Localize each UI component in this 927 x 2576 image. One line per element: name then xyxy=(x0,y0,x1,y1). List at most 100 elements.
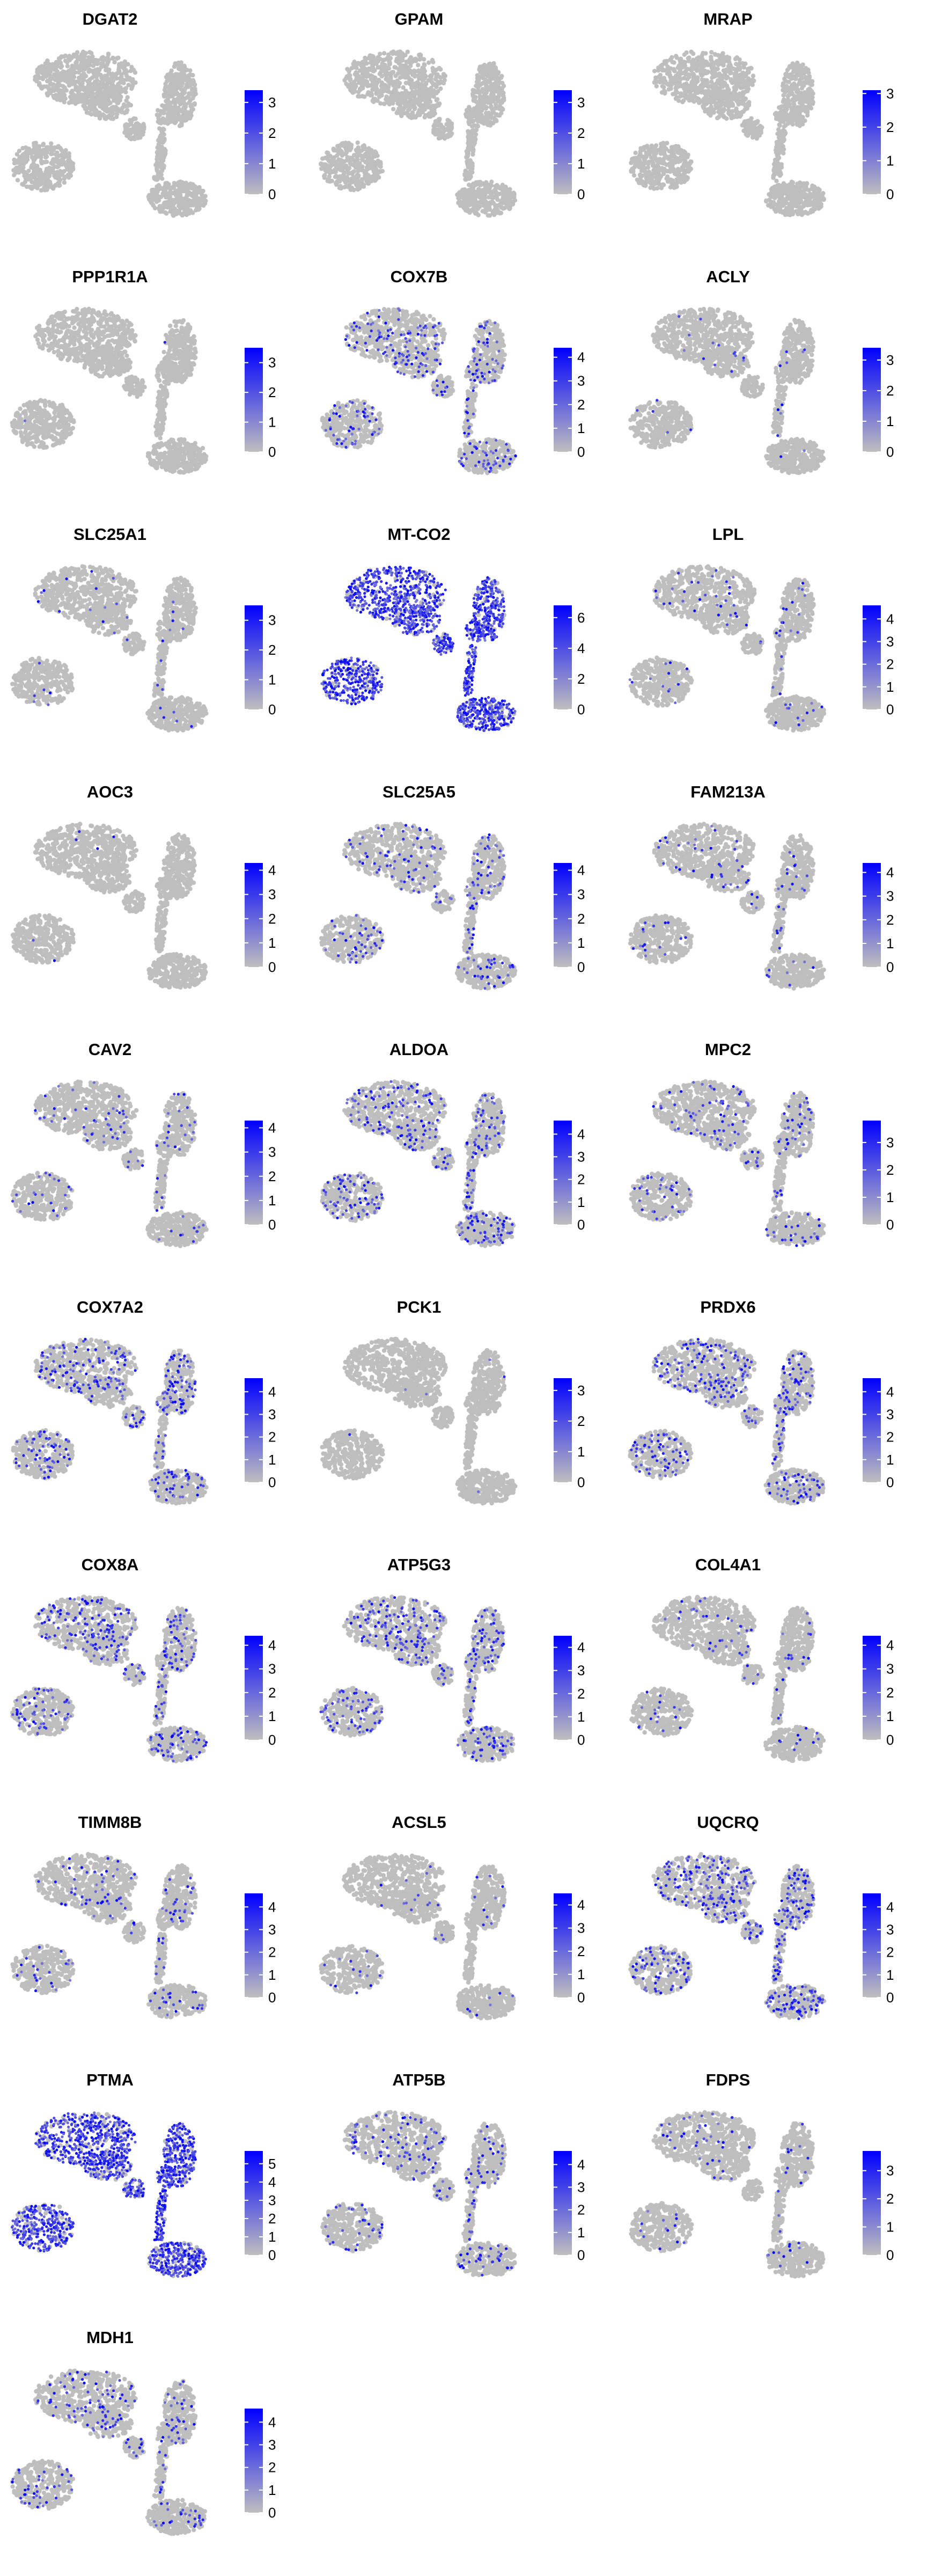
cell-point xyxy=(353,61,358,66)
cell-point xyxy=(802,90,807,95)
cell-point xyxy=(35,151,40,157)
cell-point xyxy=(803,75,808,80)
cell-point xyxy=(170,202,174,208)
cell-point xyxy=(360,157,365,163)
cell-point xyxy=(740,72,745,77)
cell-point xyxy=(375,98,380,103)
cell-point xyxy=(709,96,714,100)
cell-point xyxy=(403,90,408,95)
cell-point xyxy=(12,160,17,166)
cell-point xyxy=(726,94,731,99)
cell-point xyxy=(806,104,811,109)
cell-point xyxy=(38,84,43,89)
cell-point xyxy=(793,74,799,79)
cell-point xyxy=(786,79,791,84)
cell-point xyxy=(488,105,494,110)
cell-point xyxy=(501,206,506,211)
cell-point xyxy=(391,49,396,54)
cell-point xyxy=(51,73,56,78)
cell-point xyxy=(378,52,382,56)
cell-point xyxy=(337,143,343,148)
cell-point xyxy=(424,82,429,86)
cell-point xyxy=(197,201,202,206)
cell-point xyxy=(741,128,746,133)
cell-point xyxy=(636,164,642,169)
cell-point xyxy=(475,203,480,208)
cell-point xyxy=(160,176,165,181)
cell-point xyxy=(185,95,189,100)
cell-point xyxy=(464,108,469,113)
cell-point xyxy=(482,192,487,197)
cell-point xyxy=(45,93,50,98)
cell-point xyxy=(475,90,481,94)
cell-point xyxy=(136,134,141,138)
cell-point xyxy=(95,61,100,67)
cell-point xyxy=(188,114,193,119)
cell-point xyxy=(75,65,80,70)
cell-point xyxy=(467,197,472,202)
cell-point xyxy=(652,69,657,74)
cell-point xyxy=(167,116,172,121)
cell-point xyxy=(807,86,812,91)
cell-point xyxy=(507,206,512,211)
colorbar-tick-label: 3 xyxy=(577,94,585,111)
cell-point xyxy=(116,91,121,96)
cell-point xyxy=(49,151,55,156)
colorbar xyxy=(245,90,263,194)
cell-point xyxy=(331,158,336,164)
cell-point xyxy=(156,173,160,178)
cell-point xyxy=(336,159,341,164)
cell-point xyxy=(176,73,181,78)
cell-point xyxy=(378,101,383,106)
cell-point xyxy=(140,130,145,135)
cell-point xyxy=(169,68,174,73)
cell-point xyxy=(678,58,682,63)
cell-point xyxy=(640,173,645,178)
cell-point xyxy=(783,103,788,108)
cell-point xyxy=(645,177,650,182)
cell-point xyxy=(674,185,679,189)
cell-point xyxy=(678,91,683,96)
cell-point xyxy=(106,52,111,56)
cell-point xyxy=(689,159,694,164)
cell-point xyxy=(344,163,349,169)
cell-point xyxy=(438,75,443,80)
cell-point xyxy=(377,162,382,167)
cell-point xyxy=(433,105,438,109)
cell-point xyxy=(63,53,68,58)
cell-point xyxy=(681,70,686,76)
cell-point xyxy=(691,51,696,56)
cell-point xyxy=(501,195,506,200)
cell-point xyxy=(106,88,111,93)
cell-point xyxy=(663,152,667,157)
cell-point xyxy=(115,71,120,76)
cell-point xyxy=(666,87,671,92)
cell-point xyxy=(170,191,175,196)
cell-point xyxy=(757,127,762,132)
cell-point xyxy=(494,112,499,117)
cell-point xyxy=(134,128,139,133)
cell-point xyxy=(344,82,349,86)
cell-point xyxy=(498,105,503,110)
cell-point xyxy=(376,158,380,163)
cell-point xyxy=(463,193,468,197)
cell-point xyxy=(365,162,371,166)
cell-point xyxy=(434,67,439,72)
cell-point xyxy=(92,79,98,84)
cell-point xyxy=(490,63,495,68)
cell-point xyxy=(97,68,102,72)
cell-point xyxy=(645,165,651,170)
cell-point xyxy=(48,181,53,187)
cell-point xyxy=(178,63,183,68)
cell-point xyxy=(48,69,53,74)
cell-point xyxy=(63,58,68,63)
cell-point xyxy=(781,87,785,93)
cell-point xyxy=(112,60,117,65)
cell-point xyxy=(788,90,792,94)
cell-point xyxy=(178,206,183,210)
cell-point xyxy=(480,209,485,214)
cell-point xyxy=(486,98,491,103)
cell-point xyxy=(476,77,481,83)
cell-point xyxy=(501,90,506,96)
cell-point xyxy=(77,87,83,92)
